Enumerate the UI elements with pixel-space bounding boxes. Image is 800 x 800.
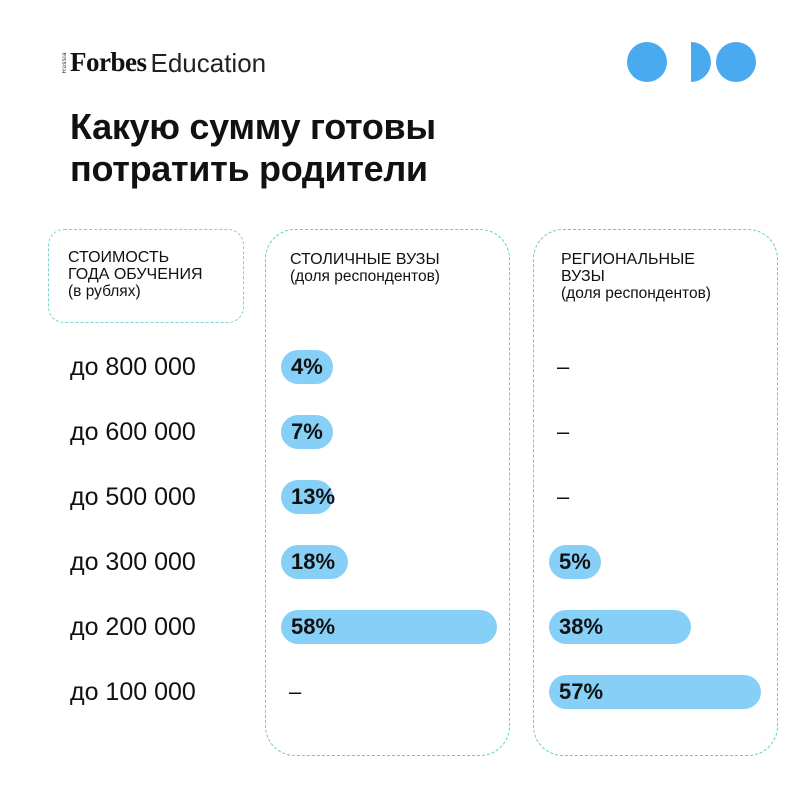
- logo-russia-tag: Russia: [62, 51, 68, 73]
- regional-column-frame: [533, 229, 778, 756]
- capital-bar: [281, 610, 497, 644]
- category-label: до 300 000: [70, 548, 196, 576]
- regional-value-label: 5%: [559, 549, 591, 574]
- capital-no-data-mark: –: [289, 679, 302, 704]
- capital-header: СТОЛИЧНЫЕ ВУЗЫ (доля респондентов): [290, 251, 440, 285]
- capital-header-sub: (доля респондентов): [290, 268, 440, 285]
- cost-header: СТОИМОСТЬ ГОДА ОБУЧЕНИЯ (в рублях): [68, 249, 203, 300]
- capital-value-label: 13%: [291, 484, 336, 509]
- capital-bar: [281, 350, 333, 384]
- brand-dots-icon: [627, 42, 756, 82]
- category-label: до 800 000: [70, 353, 196, 381]
- regional-bar: [549, 675, 761, 709]
- regional-value-label: 57%: [559, 679, 604, 704]
- capital-bar: [281, 480, 333, 514]
- cost-header-line-1: СТОИМОСТЬ: [68, 249, 170, 266]
- logo-forbes: Forbes: [70, 47, 147, 77]
- title-line-1: Какую сумму готовы: [70, 106, 436, 147]
- regional-header-sub: (доля респондентов): [561, 285, 711, 302]
- capital-column-frame: [265, 229, 510, 756]
- cost-header-sub: (в рублях): [68, 283, 141, 300]
- page-title: Какую сумму готовы потратить родители: [70, 106, 436, 190]
- regional-no-data-mark: –: [557, 354, 570, 379]
- capital-bar: [281, 545, 348, 579]
- regional-bar: [549, 610, 691, 644]
- capital-bar: [281, 415, 333, 449]
- category-label: до 600 000: [70, 418, 196, 446]
- regional-no-data-mark: –: [557, 484, 570, 509]
- regional-header: РЕГИОНАЛЬНЫЕ ВУЗЫ (доля респондентов): [561, 251, 711, 302]
- capital-value-label: 7%: [291, 419, 323, 444]
- capital-value-label: 18%: [291, 549, 336, 574]
- category-label: до 500 000: [70, 483, 196, 511]
- capital-value-label: 4%: [291, 354, 323, 379]
- capital-value-label: 58%: [291, 614, 336, 639]
- category-label: до 200 000: [70, 613, 196, 641]
- cost-header-box: [48, 229, 244, 323]
- regional-header-line-1: РЕГИОНАЛЬНЫЕ: [561, 251, 695, 268]
- cost-header-line-2: ГОДА ОБУЧЕНИЯ: [68, 266, 203, 283]
- regional-no-data-mark: –: [557, 419, 570, 444]
- logo-education: Education: [150, 48, 267, 78]
- regional-value-label: 38%: [559, 614, 604, 639]
- category-label: до 100 000: [70, 678, 196, 706]
- capital-header-line-1: СТОЛИЧНЫЕ ВУЗЫ: [290, 251, 440, 268]
- regional-header-line-2: ВУЗЫ: [561, 268, 605, 285]
- regional-bar: [549, 545, 601, 579]
- title-line-2: потратить родители: [70, 148, 428, 189]
- forbes-education-logo: Russia Forbes Education: [62, 44, 267, 78]
